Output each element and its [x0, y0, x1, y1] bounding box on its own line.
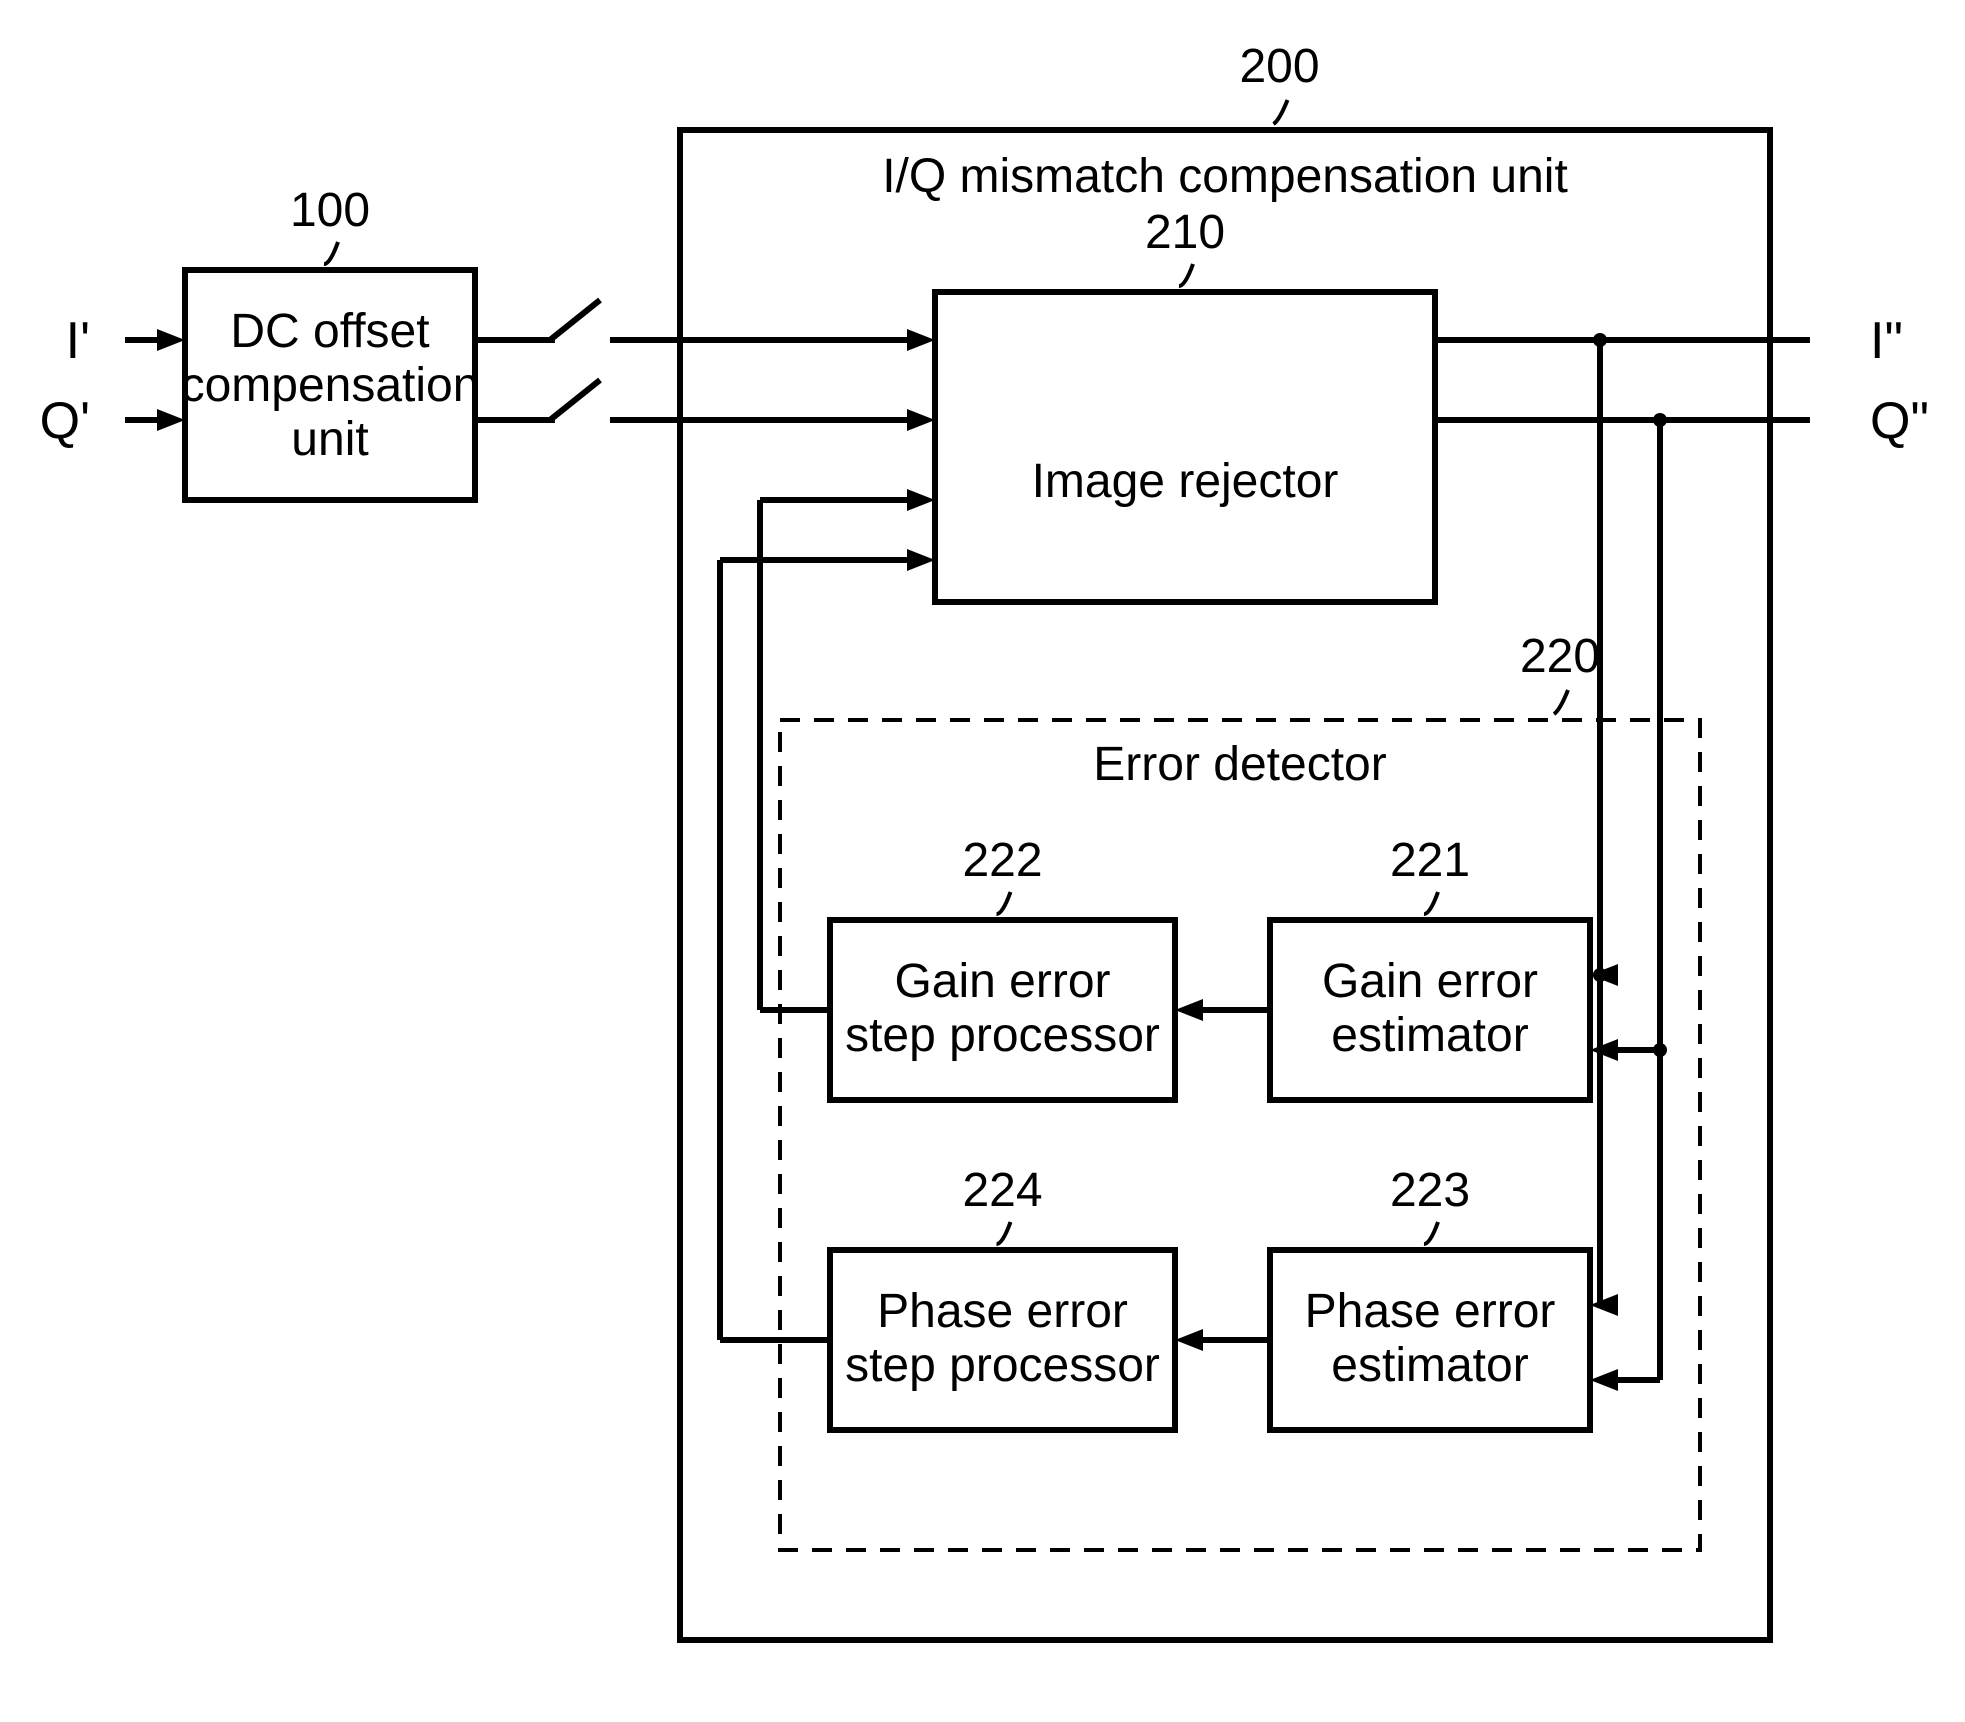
gain-step-label: Gain error — [894, 955, 1110, 1008]
svg-text:100: 100 — [290, 184, 370, 237]
dc-offset-label: unit — [291, 413, 368, 466]
input-q-label: Q' — [40, 392, 90, 450]
svg-text:210: 210 — [1145, 206, 1225, 259]
phase-est-label: estimator — [1331, 1339, 1528, 1392]
error-detector-ref: 220 — [1520, 630, 1600, 683]
gain-step-label: step processor — [845, 1009, 1160, 1062]
svg-text:221: 221 — [1390, 834, 1470, 887]
svg-text:224: 224 — [962, 1164, 1042, 1217]
image-rejector-label: Image rejector — [1032, 455, 1339, 508]
svg-text:222: 222 — [962, 834, 1042, 887]
dc-offset-label: DC offset — [230, 305, 429, 358]
iq-unit-ref: 200 — [1239, 40, 1319, 93]
error-detector-title: Error detector — [1093, 738, 1386, 791]
phase-est-label: Phase error — [1305, 1285, 1556, 1338]
iq-unit-title: I/Q mismatch compensation unit — [882, 150, 1568, 203]
phase-step-label: step processor — [845, 1339, 1160, 1392]
svg-text:223: 223 — [1390, 1164, 1470, 1217]
image-rejector-box — [935, 292, 1435, 602]
input-i-label: I' — [66, 312, 90, 370]
gain-est-label: estimator — [1331, 1009, 1528, 1062]
output-i-label: I" — [1870, 312, 1903, 370]
gain-est-label: Gain error — [1322, 955, 1538, 1008]
output-q-label: Q" — [1870, 392, 1929, 450]
phase-step-label: Phase error — [877, 1285, 1128, 1338]
dc-offset-label: compensation — [181, 359, 480, 412]
